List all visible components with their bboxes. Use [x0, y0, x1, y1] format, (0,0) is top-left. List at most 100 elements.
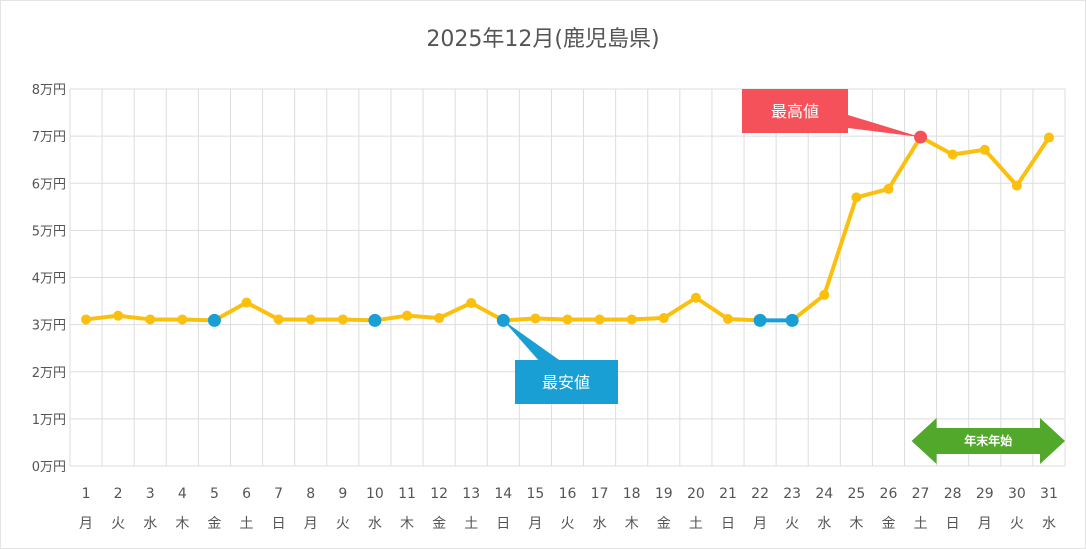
x-tick-day: 3 [146, 486, 155, 502]
chart-title: 2025年12月(鹿児島県) [426, 27, 659, 52]
data-point [273, 314, 284, 325]
x-tick-weekday: 月 [753, 516, 767, 532]
line-segment [116, 313, 153, 322]
line-segment [629, 316, 666, 322]
x-tick-weekday: 日 [721, 516, 735, 532]
x-tick-weekday: 水 [368, 516, 382, 532]
x-tick-weekday: 日 [272, 516, 286, 532]
data-point [305, 314, 316, 325]
line-segment [533, 316, 570, 322]
x-tick-day: 7 [274, 486, 283, 502]
max-callout: 最高値 [742, 89, 921, 138]
x-tick-day: 10 [366, 486, 384, 502]
x-tick-day: 11 [398, 486, 416, 502]
year-end-period-arrow: 年末年始 [911, 418, 1065, 464]
x-tick-day: 25 [847, 486, 865, 502]
x-tick-weekday: 火 [1010, 516, 1024, 532]
x-tick-weekday: 水 [593, 516, 607, 532]
line-segment [950, 147, 987, 157]
data-point [753, 313, 767, 327]
x-tick-weekday: 月 [304, 516, 318, 532]
line-segment [84, 313, 121, 322]
x-tick-day: 8 [306, 486, 315, 502]
data-point [113, 310, 124, 321]
x-tick-weekday: 金 [881, 516, 895, 532]
x-tick-weekday: 水 [817, 516, 831, 532]
data-point [947, 149, 958, 160]
data-point [979, 144, 990, 155]
y-axis: 0万円 1万円 2万円 3万円 4万円 5万円 6万円 7万円 8万円 [32, 83, 66, 475]
data-point [402, 310, 413, 321]
x-tick-weekday: 火 [785, 516, 799, 532]
x-tick-weekday: 火 [336, 516, 350, 532]
data-point [1043, 132, 1054, 143]
data-point [562, 314, 573, 325]
max-label: 最高値 [771, 102, 819, 121]
line-segment [405, 313, 442, 321]
min-label: 最安値 [542, 373, 590, 392]
x-tick-day: 23 [783, 486, 801, 502]
x-tick-day: 16 [559, 486, 577, 502]
line-segment [437, 300, 474, 321]
line-segment [886, 135, 923, 191]
x-tick-weekday: 水 [143, 516, 157, 532]
data-point [207, 313, 221, 327]
x-tick-weekday: 火 [111, 516, 125, 532]
x-tick-day: 22 [751, 486, 769, 502]
data-point [81, 314, 92, 325]
x-tick-day: 26 [880, 486, 898, 502]
x-tick-day: 14 [494, 486, 512, 502]
data-point [658, 313, 669, 324]
x-tick-weekday: 土 [464, 516, 478, 532]
x-tick-weekday: 金 [657, 516, 671, 532]
line-segment [244, 300, 281, 322]
grid [69, 88, 1066, 467]
x-tick-day: 18 [623, 486, 641, 502]
y-tick-label: 3万円 [32, 319, 66, 334]
line-segment [822, 195, 859, 297]
y-tick-label: 5万円 [32, 224, 66, 239]
x-tick-weekday: 月 [978, 516, 992, 532]
max-callout-box [742, 89, 848, 133]
x-tick-day: 27 [912, 486, 930, 502]
x-tick-weekday: 土 [689, 516, 703, 532]
x-tick-weekday: 木 [175, 516, 189, 532]
x-tick-weekday: 月 [79, 516, 93, 532]
line-segment [854, 186, 891, 200]
line-segment [790, 292, 827, 323]
data-point [594, 314, 605, 325]
max-callout-pointer [848, 115, 921, 138]
x-axis: 1月2火3水4木5金6土7日8月9火10水11木12金13土14日15月16火1… [79, 486, 1058, 532]
data-point [434, 313, 445, 324]
x-tick-day: 30 [1008, 486, 1026, 502]
x-tick-day: 6 [242, 486, 251, 502]
x-tick-day: 5 [210, 486, 219, 502]
x-tick-day: 21 [719, 486, 737, 502]
x-tick-day: 17 [591, 486, 609, 502]
data-point [851, 192, 862, 203]
x-tick-day: 9 [338, 486, 347, 502]
data-point [530, 313, 541, 324]
data-point [1011, 180, 1022, 191]
min-callout-box [515, 360, 618, 404]
data-point [690, 292, 701, 303]
double-arrow-icon [911, 418, 1065, 464]
x-tick-day: 12 [430, 486, 448, 502]
data-point [368, 313, 382, 327]
line-segment [1014, 135, 1051, 188]
x-tick-day: 20 [687, 486, 705, 502]
data-point [145, 314, 156, 325]
x-tick-weekday: 土 [914, 516, 928, 532]
data-point [241, 297, 252, 308]
x-tick-day: 4 [178, 486, 187, 502]
x-tick-weekday: 水 [1042, 516, 1056, 532]
x-tick-weekday: 日 [496, 516, 510, 532]
x-tick-weekday: 月 [528, 516, 542, 532]
data-point [337, 314, 348, 325]
x-tick-day: 13 [462, 486, 480, 502]
y-tick-label: 1万円 [32, 413, 66, 428]
x-tick-day: 24 [815, 486, 833, 502]
data-point [883, 183, 894, 194]
y-tick-label: 0万円 [32, 460, 66, 475]
y-tick-label: 6万円 [32, 177, 66, 192]
